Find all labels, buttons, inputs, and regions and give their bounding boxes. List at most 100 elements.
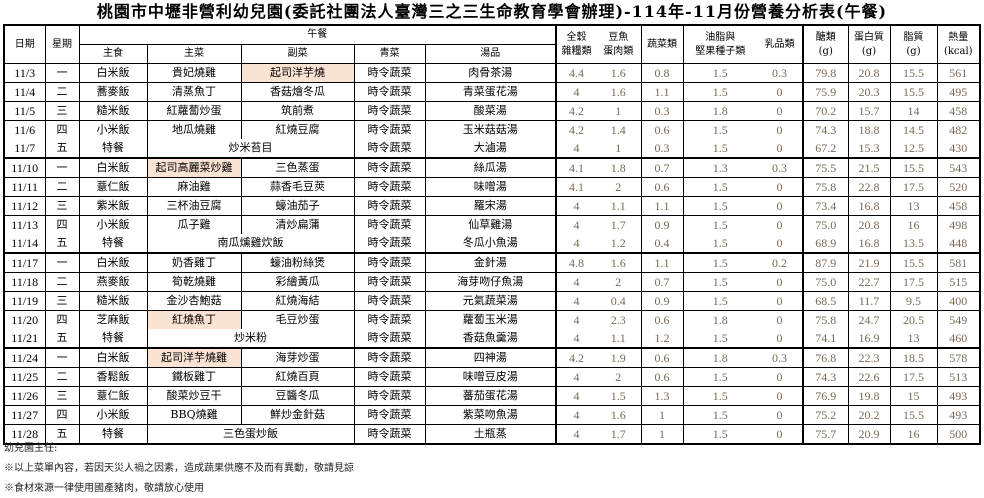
veg-servings-cell: 0.8 bbox=[640, 63, 684, 83]
header-carb: 醣類 (g) bbox=[802, 24, 849, 64]
dairy-cell: 0 bbox=[757, 291, 804, 311]
table-row: 11/14 五特餐 南瓜燻雞炊飯 時令蔬菜 冬瓜小魚湯 4 1.2 0.4 1.5 0 68.9 16… bbox=[3, 234, 981, 254]
veg-servings-cell: 0.6 bbox=[640, 367, 684, 387]
main-dish-cell: 麻油雞 bbox=[146, 177, 242, 197]
protein-cell: 1.4 bbox=[596, 120, 642, 139]
veg-servings-cell: 0.7 bbox=[640, 157, 684, 178]
dairy-cell: 0 bbox=[757, 424, 804, 445]
protein-cell: 1.6 bbox=[596, 82, 642, 102]
carb-cell: 75.2 bbox=[802, 405, 849, 425]
vegetable-cell: 時令蔬菜 bbox=[353, 82, 426, 102]
soup-cell: 金針湯 bbox=[424, 252, 557, 273]
fat-g-cell: 15.5 bbox=[889, 252, 938, 273]
soup-cell: 元氣蔬菜湯 bbox=[424, 291, 557, 311]
main-dish-cell: BBQ燒雞 bbox=[146, 405, 242, 425]
fat-nuts-cell: 1.5 bbox=[682, 177, 757, 197]
date-cell: 11/10 bbox=[3, 157, 46, 178]
weekday-cell: 一 bbox=[44, 63, 80, 83]
weekday-cell: 五 bbox=[44, 139, 80, 159]
soup-cell: 羅宋湯 bbox=[424, 196, 557, 216]
soup-cell: 青菜蛋花湯 bbox=[424, 82, 557, 102]
footer-note-1: ※以上菜單內容，若因天災人禍之因素，造成蔬果供應不及而有異動，敬請見諒 bbox=[4, 463, 354, 474]
protein-g-cell: 22.7 bbox=[847, 272, 891, 292]
vegetable-cell: 時令蔬菜 bbox=[353, 157, 426, 178]
veg-servings-cell: 0.3 bbox=[640, 101, 684, 121]
protein-g-cell: 16.9 bbox=[847, 329, 891, 349]
table-row: 11/18 二燕麥飯 筍乾燒雞 彩繪黃瓜 時令蔬菜 海芽吻仔魚湯 4 2 0.7 1.5 0 75.0… bbox=[3, 272, 981, 292]
fat-nuts-cell: 1.8 bbox=[682, 101, 757, 121]
protein-cell: 1.7 bbox=[596, 424, 642, 445]
header-grains: 全穀 雜糧類 bbox=[555, 24, 596, 64]
fat-nuts-cell: 1.3 bbox=[682, 157, 757, 178]
dairy-cell: 0 bbox=[757, 272, 804, 292]
fat-nuts-cell: 1.5 bbox=[682, 424, 757, 445]
header-soup: 湯品 bbox=[424, 44, 557, 64]
kcal-cell: 458 bbox=[936, 101, 981, 121]
table-row: 11/4 二蕎麥飯 清蒸魚丁 香菇燴冬瓜 時令蔬菜 青菜蛋花湯 4 1.6 1.1 1.5 0 75.… bbox=[3, 82, 981, 102]
side-dish-cell: 香菇燴冬瓜 bbox=[240, 82, 355, 102]
header-veg-servings: 蔬菜類 bbox=[640, 24, 684, 64]
side-dish-cell: 蒜香毛豆莢 bbox=[240, 177, 355, 197]
date-cell: 11/27 bbox=[3, 405, 46, 425]
staple-cell: 燕麥飯 bbox=[78, 272, 148, 292]
fat-nuts-cell: 1.5 bbox=[682, 234, 757, 254]
date-cell: 11/4 bbox=[3, 82, 46, 102]
staple-cell: 小米飯 bbox=[78, 120, 148, 139]
carb-cell: 67.2 bbox=[802, 139, 849, 159]
grains-cell: 4.2 bbox=[555, 101, 596, 121]
soup-cell: 仙草雞湯 bbox=[424, 215, 557, 234]
protein-cell: 2 bbox=[596, 272, 642, 292]
fat-g-cell: 15.5 bbox=[889, 157, 938, 178]
veg-servings-cell: 0.6 bbox=[640, 120, 684, 139]
dairy-cell: 0 bbox=[757, 234, 804, 254]
header-dairy: 乳品類 bbox=[757, 24, 804, 64]
kcal-cell: 578 bbox=[936, 347, 981, 368]
soup-cell: 大滷湯 bbox=[424, 139, 557, 159]
protein-g-cell: 15.3 bbox=[847, 139, 891, 159]
dairy-cell: 0 bbox=[757, 82, 804, 102]
kcal-cell: 543 bbox=[936, 157, 981, 178]
vegetable-cell: 時令蔬菜 bbox=[353, 196, 426, 216]
side-dish-cell: 鮮炒金針菇 bbox=[240, 405, 355, 425]
fat-g-cell: 15.5 bbox=[889, 63, 938, 83]
staple-cell: 小米飯 bbox=[78, 405, 148, 425]
fat-g-cell: 15.5 bbox=[889, 405, 938, 425]
vegetable-cell: 時令蔬菜 bbox=[353, 63, 426, 83]
protein-cell: 0.4 bbox=[596, 291, 642, 311]
fat-g-cell: 17.5 bbox=[889, 272, 938, 292]
carb-cell: 74.3 bbox=[802, 367, 849, 387]
table-row: 11/3 一白米飯 貴妃燒雞 起司洋芋燒 時令蔬菜 肉骨茶湯 4.4 1.6 0.8 1.5 0.3… bbox=[3, 63, 981, 83]
date-cell: 11/18 bbox=[3, 272, 46, 292]
director-label: 幼兒園主任: bbox=[4, 443, 58, 454]
grains-cell: 4 bbox=[555, 329, 596, 349]
grains-cell: 4 bbox=[555, 291, 596, 311]
special-dish-cell: 三色蛋炒飯 bbox=[146, 424, 355, 445]
vegetable-cell: 時令蔬菜 bbox=[353, 252, 426, 273]
vegetable-cell: 時令蔬菜 bbox=[353, 234, 426, 254]
table-row: 11/6 四小米飯 地瓜燒雞 紅燒豆腐 時令蔬菜 玉米菇菇湯 4.2 1.4 0.6 1.5 0 74… bbox=[3, 120, 981, 139]
carb-cell: 75.9 bbox=[802, 82, 849, 102]
fat-nuts-cell: 1.5 bbox=[682, 215, 757, 234]
protein-cell: 1.6 bbox=[596, 252, 642, 273]
protein-g-cell: 24.7 bbox=[847, 310, 891, 329]
dairy-cell: 0 bbox=[757, 386, 804, 406]
grains-cell: 4.1 bbox=[555, 157, 596, 178]
weekday-cell: 五 bbox=[44, 329, 80, 349]
carb-cell: 76.8 bbox=[802, 347, 849, 368]
side-dish-cell: 蠔油茄子 bbox=[240, 196, 355, 216]
protein-cell: 2 bbox=[596, 367, 642, 387]
protein-g-cell: 20.3 bbox=[847, 82, 891, 102]
soup-cell: 土瓶蒸 bbox=[424, 424, 557, 445]
table-row: 11/17 一白米飯 奶香雞丁 蠔油粉絲煲 時令蔬菜 金針湯 4.8 1.6 1.1 1.5 0.2… bbox=[3, 252, 981, 273]
fat-g-cell: 14 bbox=[889, 101, 938, 121]
dairy-cell: 0 bbox=[757, 310, 804, 329]
kcal-cell: 549 bbox=[936, 310, 981, 329]
date-cell: 11/19 bbox=[3, 291, 46, 311]
soup-cell: 肉骨茶湯 bbox=[424, 63, 557, 83]
soup-cell: 玉米菇菇湯 bbox=[424, 120, 557, 139]
weekday-cell: 四 bbox=[44, 310, 80, 329]
date-cell: 11/20 bbox=[3, 310, 46, 329]
veg-servings-cell: 0.6 bbox=[640, 347, 684, 368]
protein-g-cell: 11.7 bbox=[847, 291, 891, 311]
table-row: 11/19 三糙米飯 金沙杏鮑菇 紅燒海結 時令蔬菜 元氣蔬菜湯 4 0.4 0.9 1.5 0 68… bbox=[3, 291, 981, 311]
